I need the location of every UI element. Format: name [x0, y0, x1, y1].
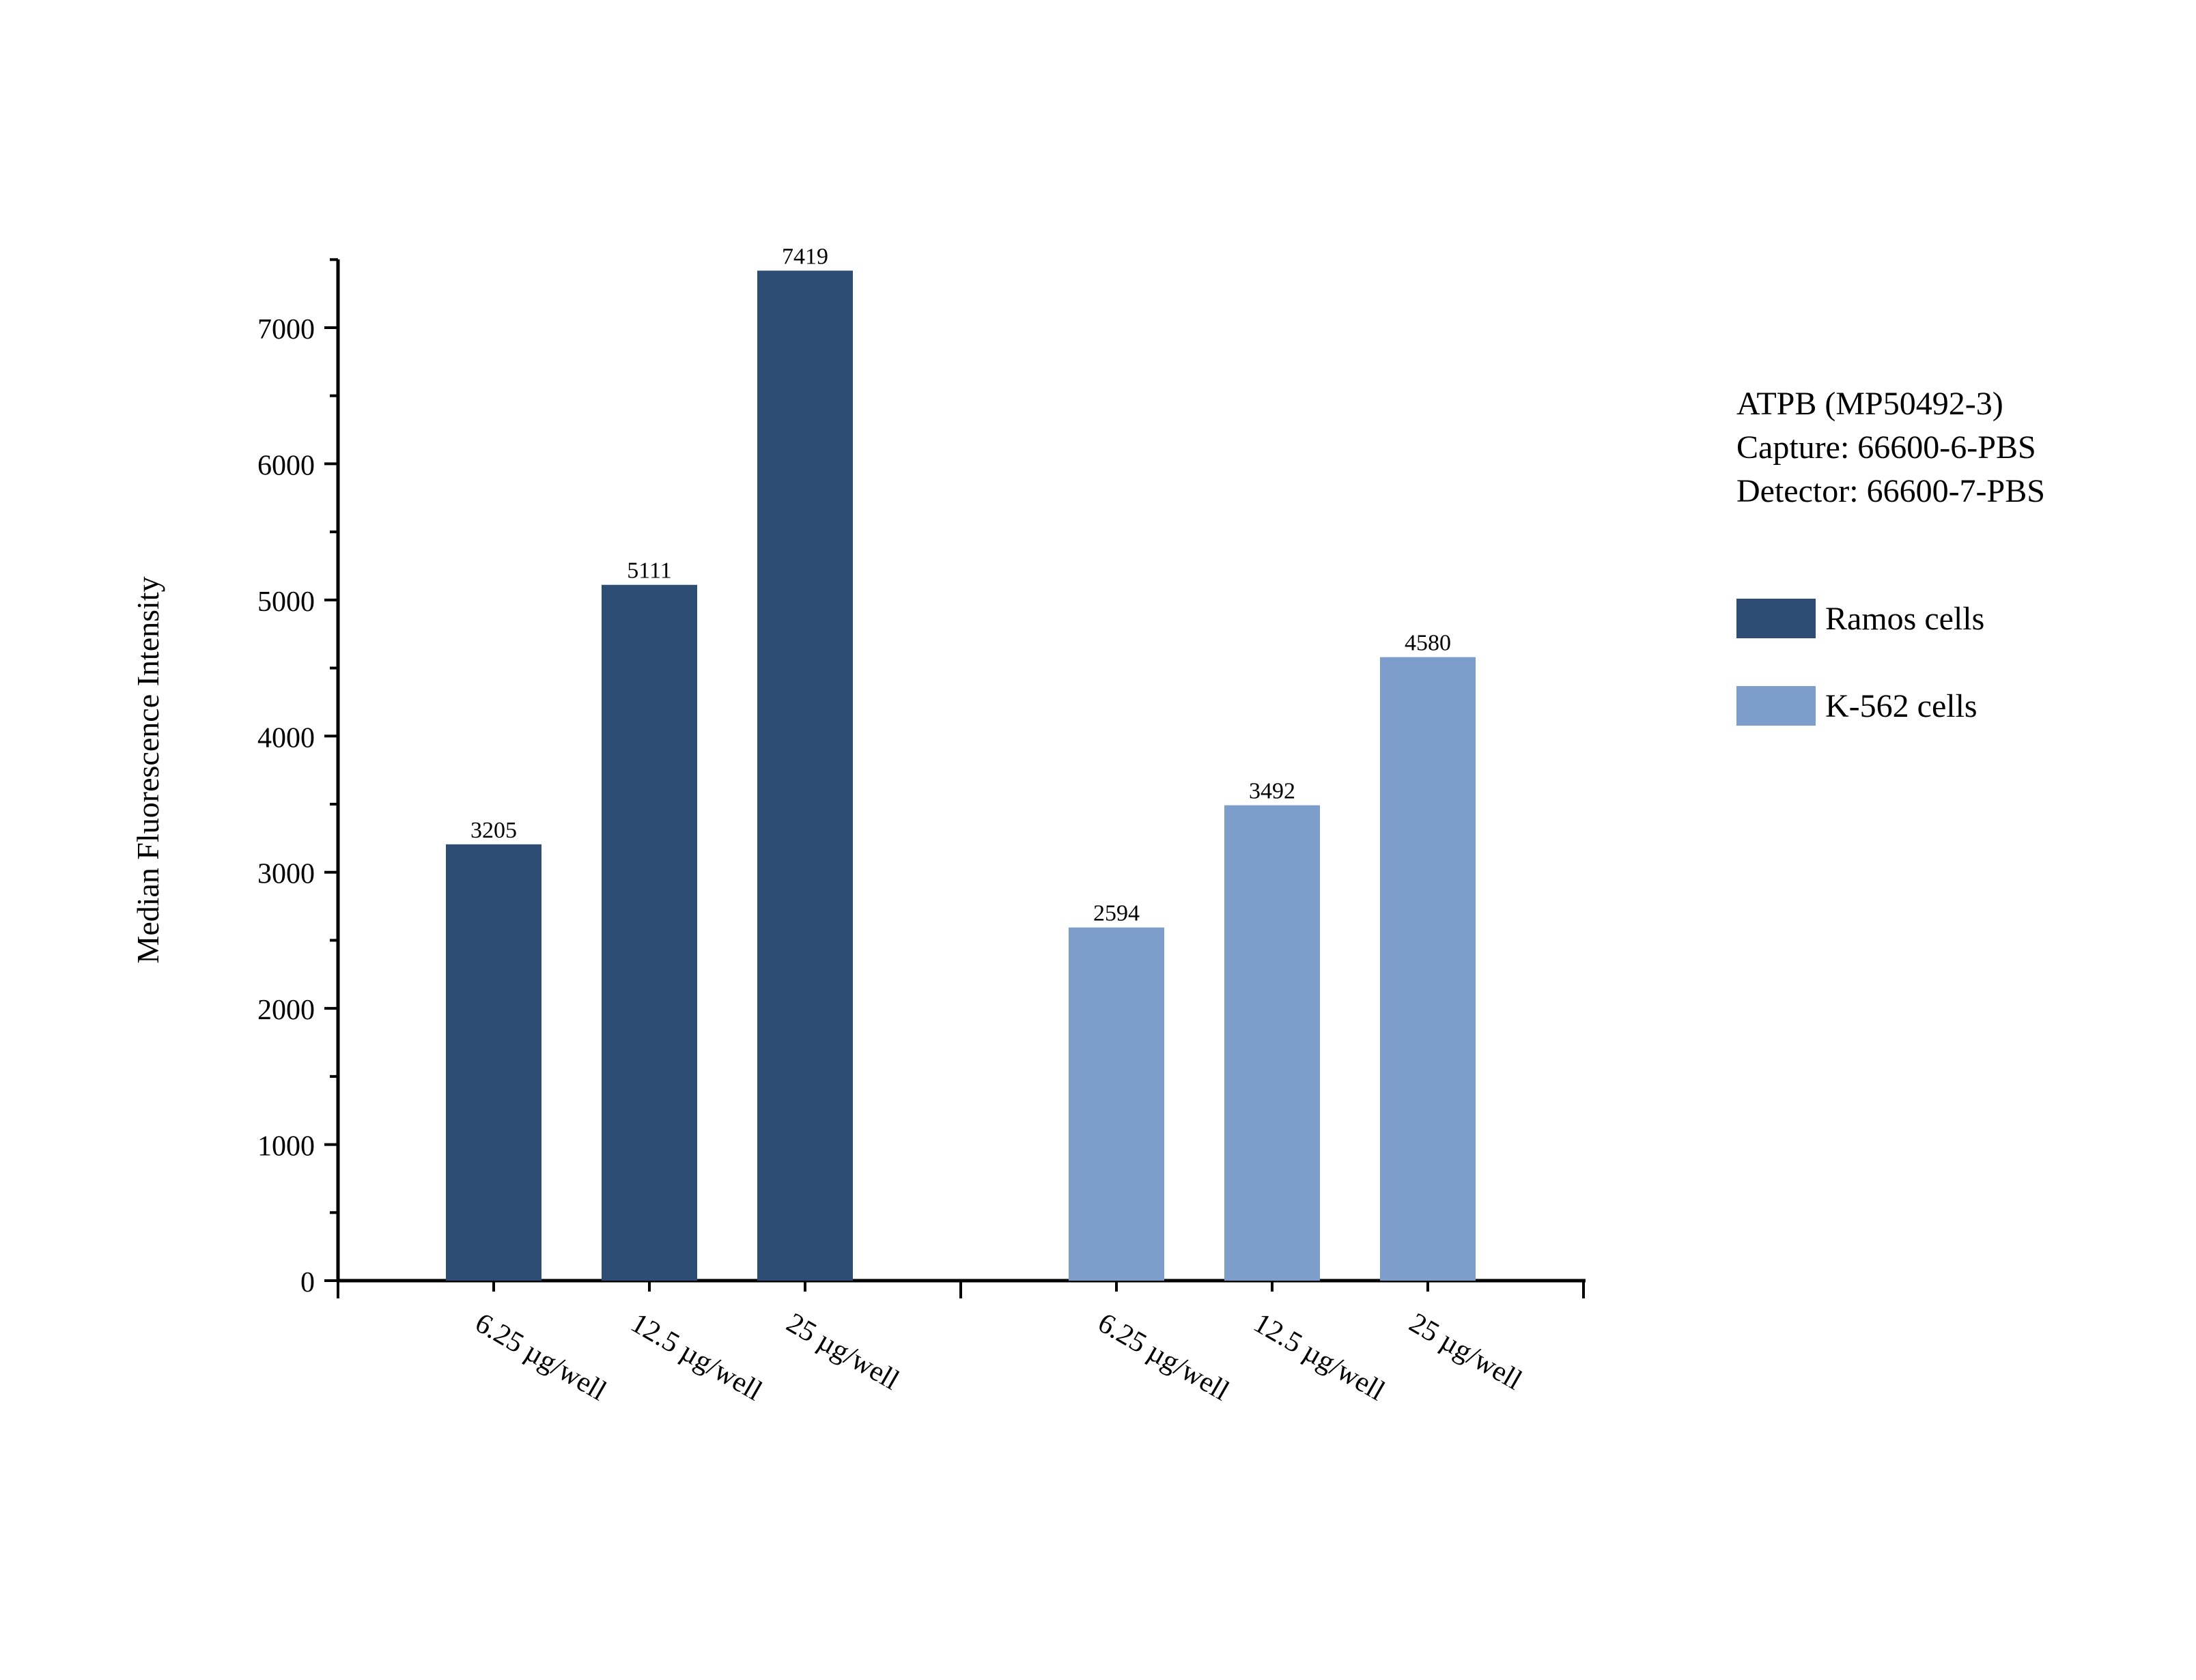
data-label: 7419	[782, 244, 828, 269]
chart-bars	[446, 270, 1476, 1281]
bar-k562-0	[1069, 927, 1164, 1281]
y-tick-label: 5000	[257, 586, 315, 618]
bar-ramos-2	[757, 270, 853, 1281]
data-label: 3205	[470, 818, 517, 843]
x-tick-label: 12.5 µg/well	[625, 1307, 768, 1407]
y-tick-label: 0	[300, 1267, 315, 1298]
chart-info: ATPB (MP50492-3) Capture: 66600-6-PBS De…	[1736, 382, 2045, 513]
bar-ramos-1	[602, 584, 697, 1281]
chart-axes: 0 1000 2000 3000 4000 5000 6000 7000	[257, 258, 1586, 1298]
legend-label-k562: K-562 cells	[1825, 687, 1977, 724]
y-tick-label: 3000	[257, 859, 315, 890]
legend-swatch-k562	[1736, 686, 1816, 726]
legend: Ramos cells K-562 cells	[1736, 598, 1984, 773]
y-tick-label: 4000	[257, 722, 315, 754]
info-detector: Detector: 66600-7-PBS	[1736, 473, 2045, 509]
legend-label-ramos: Ramos cells	[1825, 600, 1985, 637]
bar-ramos-0	[446, 844, 541, 1281]
y-axis-label: Median Fluorescence Intensity	[130, 576, 165, 963]
bar-k562-1	[1224, 805, 1320, 1281]
legend-swatch-ramos	[1736, 599, 1816, 638]
data-label: 3492	[1249, 779, 1295, 804]
data-label: 2594	[1093, 901, 1140, 926]
x-tick-label: 25 µg/well	[1404, 1307, 1527, 1397]
data-label: 4580	[1405, 631, 1451, 656]
data-label: 5111	[627, 558, 671, 584]
x-tick-label: 6.25 µg/well	[470, 1307, 612, 1407]
legend-item-ramos: Ramos cells	[1736, 598, 1984, 639]
y-tick-label: 6000	[257, 450, 315, 481]
bar-k562-2	[1380, 657, 1476, 1281]
x-tick-label: 25 µg/well	[781, 1307, 904, 1397]
info-antibody: ATPB (MP50492-3)	[1736, 386, 2003, 422]
y-tick-label: 1000	[257, 1131, 315, 1163]
y-tick-label: 2000	[257, 995, 315, 1026]
y-tick-label: 7000	[257, 314, 315, 345]
legend-item-k562: K-562 cells	[1736, 685, 1984, 726]
x-tick-label: 6.25 µg/well	[1093, 1307, 1235, 1407]
x-tick-label: 12.5 µg/well	[1248, 1307, 1390, 1407]
info-capture: Capture: 66600-6-PBS	[1736, 429, 2036, 466]
